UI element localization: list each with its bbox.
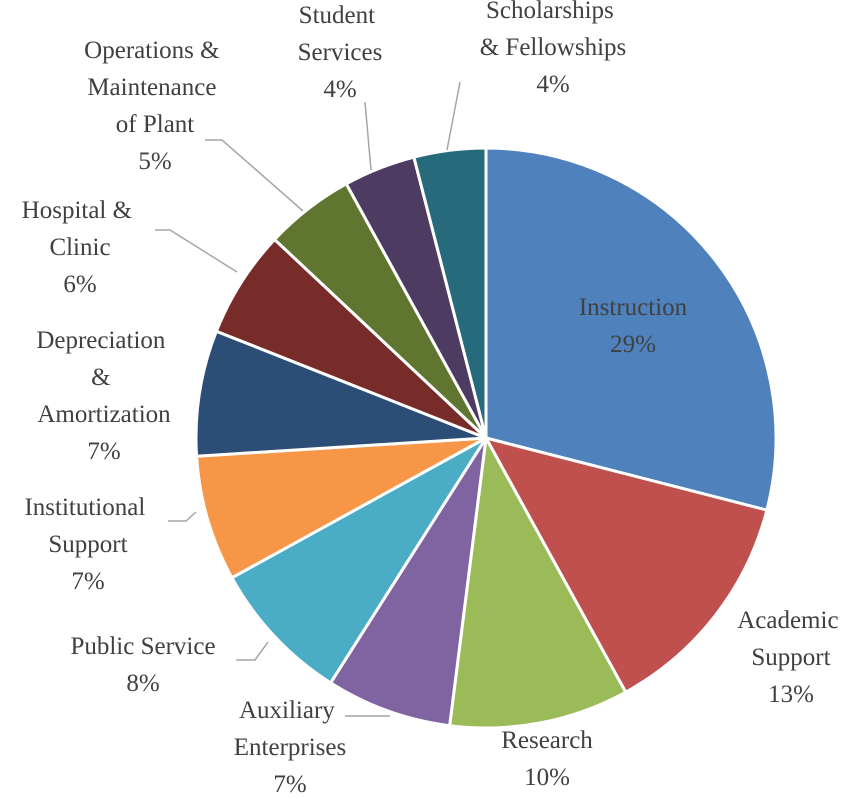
slice-value-label: 4% [323,76,356,103]
leader-line [446,81,461,151]
slice-value-label: 13% [768,681,814,708]
pie-slice [194,329,487,458]
slice-label: Public Service [70,633,215,660]
slice-value-label: 6% [63,271,96,298]
slice-label: Depreciation & Amortization [36,327,171,428]
leader-line [155,229,238,273]
slice-label: Scholarships & Fellowships [480,0,627,61]
leader-line [168,511,197,522]
slice-value-label: 4% [536,71,569,98]
slice-label: Instruction [579,294,688,321]
slice-value-label: 7% [273,771,306,798]
leader-line [236,641,269,661]
pie-slice [483,435,769,695]
slice-label: Institutional Support [24,494,151,558]
pie-slice [194,436,487,580]
slice-label: Hospital & Clinic [22,197,139,261]
slice-label: Student Services [298,2,383,66]
slice-value-label: 10% [524,764,570,791]
slice-label: Academic Support [737,607,845,671]
slice-value-label: 7% [71,568,104,595]
pie-slice [412,146,488,439]
slice-value-label: 5% [138,148,171,175]
slice-label: Auxiliary Enterprises [234,697,346,761]
leader-line [364,101,372,171]
slice-value-label: 7% [87,438,120,465]
slice-label: Operations & Maintenance of Plant [84,37,226,138]
slice-label: Research [501,727,593,754]
pie-slice [447,433,628,730]
pie-slice [229,436,488,685]
leader-line [205,139,304,212]
slice-value-label: 8% [126,670,159,697]
slice-value-label: 29% [610,331,656,358]
pie-slice [484,146,778,512]
pie-slice [328,437,488,728]
